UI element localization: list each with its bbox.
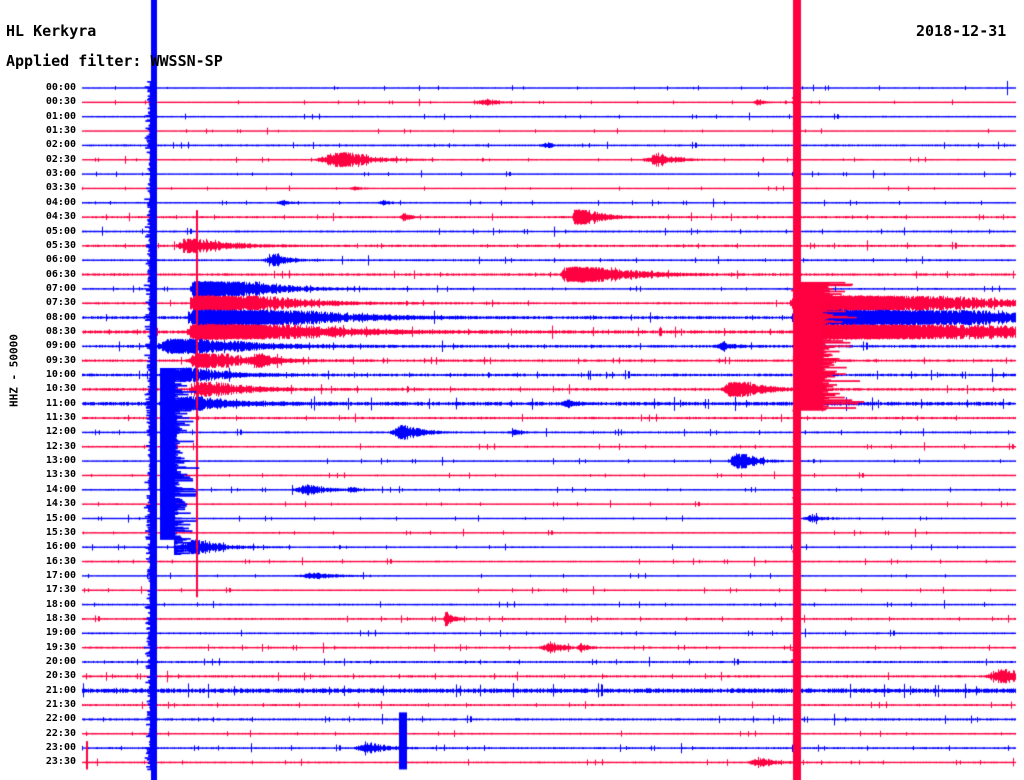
applied-filter-label: Applied filter: WWSSN-SP	[6, 52, 223, 70]
time-label: 05:30	[45, 239, 76, 251]
time-label: 16:30	[45, 555, 76, 567]
time-label: 19:30	[45, 641, 76, 653]
time-label: 05:00	[45, 225, 76, 237]
time-label: 11:00	[45, 397, 76, 409]
time-label: 10:00	[45, 369, 76, 380]
time-label: 23:00	[45, 742, 76, 754]
time-label: 04:00	[45, 196, 76, 208]
time-label: 08:30	[45, 325, 76, 337]
time-label: 20:30	[45, 670, 76, 682]
time-axis: 00:00 00:30 01:00 01:30 02:00 02:30 03:00 03:30…	[0, 0, 82, 780]
time-label: 17:00	[45, 569, 76, 581]
time-label: 14:00	[45, 483, 76, 495]
time-label: 15:00	[45, 512, 76, 524]
time-label: 06:30	[45, 268, 76, 280]
time-label: 21:30	[45, 699, 76, 711]
time-label: 13:30	[45, 469, 76, 481]
time-label: 10:30	[45, 383, 76, 395]
time-label: 01:30	[45, 125, 76, 137]
time-label: 17:30	[45, 584, 76, 596]
time-label: 14:30	[45, 498, 76, 510]
time-label: 07:00	[45, 282, 76, 294]
time-label: 00:30	[45, 96, 76, 108]
time-label: 06:00	[45, 254, 76, 266]
time-label: 22:30	[45, 727, 76, 739]
time-label: 09:00	[45, 340, 76, 352]
time-label: 09:30	[45, 354, 76, 366]
time-label: 19:00	[45, 627, 76, 639]
station-name-label: HL Kerkyra	[6, 22, 97, 40]
time-label: 03:30	[45, 182, 76, 194]
time-label: 04:30	[45, 211, 76, 223]
time-label: 08:00	[45, 311, 76, 323]
time-label: 23:30	[45, 756, 76, 768]
time-label: 18:30	[45, 612, 76, 624]
time-label: 13:00	[45, 455, 76, 467]
time-label: 01:00	[45, 110, 76, 122]
time-label: 15:30	[45, 526, 76, 538]
time-label: 03:00	[45, 168, 76, 180]
time-label: 21:00	[45, 684, 76, 696]
time-label: 20:00	[45, 656, 76, 667]
time-label: 11:30	[45, 412, 76, 424]
time-label: 16:00	[45, 541, 76, 553]
time-label: 02:00	[45, 139, 76, 151]
time-label: 22:00	[45, 713, 76, 725]
time-label: 12:30	[45, 440, 76, 452]
time-label: 02:30	[45, 153, 76, 165]
record-date-label: 2018-12-31	[916, 22, 1007, 40]
time-label: 18:00	[45, 598, 76, 610]
time-label: 00:00	[45, 82, 76, 93]
time-label: 12:00	[45, 426, 76, 438]
time-label: 07:30	[45, 297, 76, 309]
